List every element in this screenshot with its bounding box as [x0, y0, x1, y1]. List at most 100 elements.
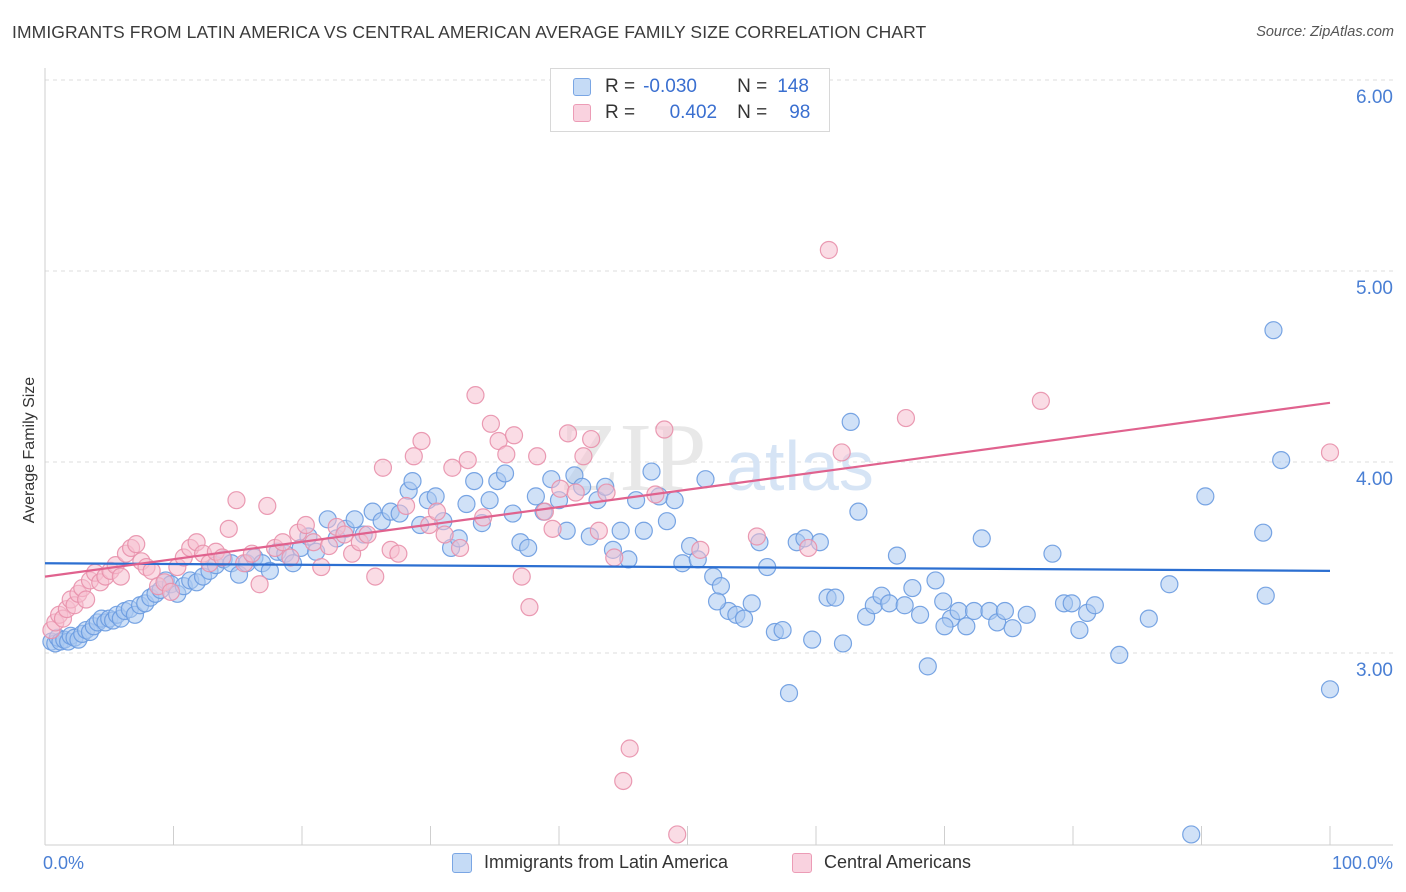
point-latin-america: [918, 657, 937, 676]
point-latin-america: [1062, 594, 1081, 613]
chart-title: IMMIGRANTS FROM LATIN AMERICA VS CENTRAL…: [12, 22, 927, 42]
point-central-american: [747, 527, 766, 546]
point-latin-america: [895, 596, 914, 615]
series-central-american-points: [42, 240, 1340, 844]
watermark-atlas: atlas: [726, 427, 874, 505]
point-latin-america: [1160, 575, 1179, 594]
y-axis-label: Average Family Size: [21, 376, 38, 524]
point-latin-america: [1320, 680, 1340, 699]
point-central-american: [605, 548, 624, 567]
point-latin-america: [849, 502, 868, 521]
series-legend: Immigrants from Latin America Central Am…: [0, 852, 1406, 878]
point-latin-america: [1110, 645, 1129, 665]
point-central-american: [597, 483, 616, 502]
point-central-american: [1320, 443, 1340, 462]
x-tick-label-min: 0.0%: [43, 853, 84, 873]
legend-r-label: R =: [605, 76, 636, 97]
point-central-american: [582, 429, 601, 449]
point-central-american: [691, 540, 710, 559]
point-latin-america: [611, 521, 630, 540]
point-central-american: [528, 447, 547, 466]
point-latin-america: [465, 472, 484, 491]
point-central-american: [127, 535, 146, 554]
tick-labels: 3.00 4.00 5.00 6.00 0.0% 100.0%: [43, 87, 1393, 873]
point-latin-america: [1043, 544, 1062, 563]
point-central-american: [497, 445, 516, 464]
trend-line-central-americans: [44, 401, 1331, 578]
point-central-american: [77, 590, 96, 609]
point-central-american: [412, 431, 431, 451]
point-central-american: [450, 538, 470, 558]
point-central-american: [566, 483, 585, 502]
point-latin-america: [260, 561, 279, 580]
point-latin-america: [673, 554, 692, 573]
legend-swatch-pink: [792, 852, 812, 873]
point-latin-america: [841, 412, 860, 431]
point-central-american: [258, 496, 277, 516]
point-central-american: [312, 557, 331, 577]
point-latin-america: [949, 601, 968, 621]
point-latin-america: [734, 609, 754, 628]
point-central-american: [373, 458, 393, 477]
point-latin-america: [995, 601, 1014, 621]
point-latin-america: [1139, 609, 1158, 628]
point-latin-america: [1196, 487, 1215, 506]
point-latin-america: [1070, 620, 1089, 640]
point-central-american: [161, 582, 181, 601]
point-central-american: [558, 424, 578, 443]
point-central-american: [304, 533, 323, 552]
point-latin-america: [903, 578, 922, 598]
point-central-american: [427, 502, 447, 521]
point-central-american: [281, 548, 300, 567]
trend-line-latin-america: [44, 562, 1331, 572]
point-central-american: [396, 496, 416, 516]
point-latin-america: [826, 588, 845, 607]
point-latin-america: [935, 617, 954, 636]
point-central-american: [614, 771, 633, 791]
point-latin-america: [880, 594, 899, 613]
point-latin-america: [910, 605, 930, 624]
point-central-american: [668, 825, 687, 844]
point-central-american: [543, 519, 562, 538]
point-latin-america: [833, 634, 853, 653]
point-central-american: [481, 414, 500, 433]
legend-swatch-pink: [573, 104, 591, 122]
point-central-american: [443, 458, 462, 477]
point-central-american: [551, 479, 570, 498]
series-latin-america-points: [42, 321, 1340, 844]
point-latin-america: [934, 592, 953, 611]
point-central-american: [389, 544, 408, 563]
legend-swatch-blue: [573, 78, 591, 96]
point-central-american: [366, 567, 385, 586]
source-credit: Source: ZipAtlas.com: [1256, 24, 1394, 40]
legend-n-value: 98: [789, 102, 811, 123]
point-central-american: [227, 491, 246, 510]
legend-row-pink: R = 0.402 N = 98: [573, 101, 810, 125]
point-latin-america: [711, 577, 731, 596]
grid-lines: [45, 79, 1393, 654]
point-central-american: [219, 519, 238, 538]
point-central-american: [111, 567, 130, 586]
point-latin-america: [480, 491, 499, 510]
point-latin-america: [972, 529, 991, 548]
point-central-american: [535, 502, 554, 521]
point-latin-america: [519, 538, 538, 558]
point-latin-america: [1272, 450, 1291, 470]
point-latin-america: [665, 491, 684, 510]
y-tick-label: 4.00: [1356, 469, 1393, 490]
point-latin-america: [926, 571, 945, 590]
legend-label: Immigrants from Latin America: [484, 852, 729, 872]
legend-label: Central Americans: [824, 852, 972, 872]
point-latin-america: [742, 594, 761, 613]
point-latin-america: [345, 510, 364, 529]
point-central-american: [404, 447, 423, 466]
point-latin-america: [707, 592, 727, 611]
point-central-american: [296, 515, 315, 535]
point-latin-america: [657, 512, 677, 531]
point-central-american: [1031, 391, 1050, 410]
point-latin-america: [495, 464, 515, 483]
legend-swatch-blue: [452, 852, 472, 873]
y-tick-label: 5.00: [1356, 278, 1393, 299]
point-latin-america: [964, 601, 984, 621]
